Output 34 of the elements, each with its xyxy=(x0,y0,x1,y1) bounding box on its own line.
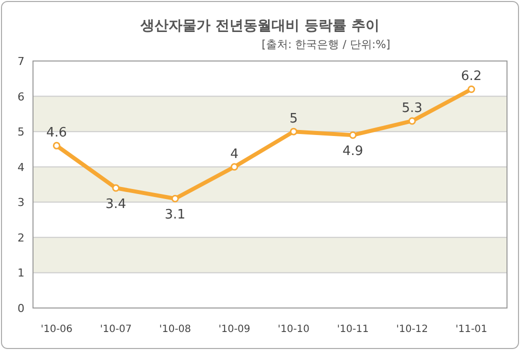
point xyxy=(230,163,238,171)
data-label: 4 xyxy=(230,146,239,162)
y-tick-label: 7 xyxy=(18,55,24,68)
data-label: 4.6 xyxy=(46,126,67,141)
x-tick-label: '10-10 xyxy=(278,324,310,335)
x-tick-label: '10-12 xyxy=(396,324,428,335)
data-label: 3.1 xyxy=(164,208,186,223)
y-tick-label: 2 xyxy=(18,231,24,244)
chart-subtitle: [출처: 한국은행 / 단위:%] xyxy=(262,38,390,51)
point xyxy=(349,131,357,139)
point xyxy=(290,128,298,136)
data-label: 6.2 xyxy=(461,69,482,84)
x-tick-label: '10-11 xyxy=(336,324,369,335)
y-tick-label: 0 xyxy=(18,302,24,315)
y-tick-label: 3 xyxy=(18,196,24,210)
x-tick-label: '11-01 xyxy=(455,324,488,335)
point xyxy=(112,184,120,192)
point xyxy=(171,194,179,202)
y-tick-label: 1 xyxy=(18,266,24,280)
x-tick-label: '10-07 xyxy=(100,324,132,335)
x-tick-label: '10-09 xyxy=(218,324,250,335)
data-label: 3.4 xyxy=(106,197,126,212)
point xyxy=(468,85,476,93)
data-label: 5.3 xyxy=(402,100,422,116)
point xyxy=(408,117,416,125)
chart-title: 생산자물가 전년동월대비 등락률 추이 xyxy=(140,18,380,34)
data-label: 5 xyxy=(289,112,298,127)
x-tick-label: '10-08 xyxy=(159,324,192,335)
y-tick-label: 4 xyxy=(18,160,24,174)
x-tick-label: '10-06 xyxy=(40,324,73,335)
data-label: 4.9 xyxy=(342,144,364,160)
y-tick-label: 5 xyxy=(18,126,24,139)
y-tick-label: 6 xyxy=(18,90,24,104)
point xyxy=(52,142,60,150)
